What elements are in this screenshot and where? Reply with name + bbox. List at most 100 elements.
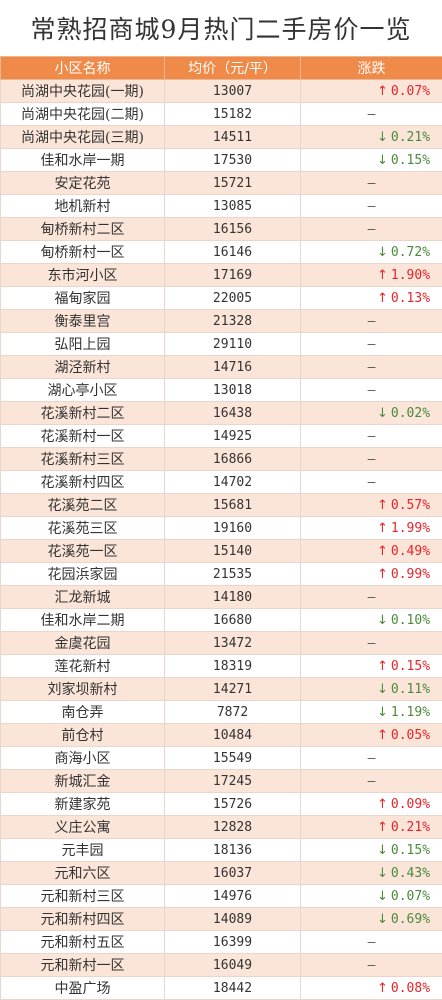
- price-change: ↑ 0.05%: [300, 723, 442, 747]
- average-price: 18442: [164, 976, 301, 1000]
- community-name: 前仓村: [0, 723, 165, 747]
- community-name: 湖泾新村: [0, 355, 165, 379]
- price-change: –: [300, 585, 442, 609]
- community-name: 花溪新村四区: [0, 470, 165, 494]
- change-value: 1.99%: [390, 520, 431, 536]
- change-value: 0.15%: [390, 152, 431, 168]
- average-price: 17169: [164, 263, 301, 287]
- community-name: 花溪新村一区: [0, 424, 165, 448]
- arrow-down-icon: ↓: [377, 888, 388, 904]
- arrow-up-icon: ↑: [377, 497, 388, 513]
- community-name: 元和新村五区: [0, 930, 165, 954]
- arrow-down-icon: ↓: [377, 612, 388, 628]
- price-table: 小区名称 均价（元/平） 涨跌 尚湖中央花园(一期) 13007 ↑ 0.07% 尚湖中…: [0, 56, 442, 1000]
- arrow-up-icon: ↑: [377, 83, 388, 99]
- column-header-name: 小区名称: [0, 56, 165, 80]
- arrow-up-icon: ↑: [377, 727, 388, 743]
- community-name: 金虞花园: [0, 631, 165, 655]
- average-price: 14702: [164, 470, 301, 494]
- community-name: 中盈广场: [0, 976, 165, 1000]
- average-price: 13472: [164, 631, 301, 655]
- price-change: –: [300, 355, 442, 379]
- average-price: 22005: [164, 286, 301, 310]
- change-value: 0.72%: [390, 244, 431, 260]
- change-value: –: [367, 175, 376, 191]
- table-row: 尚湖中央花园(二期) 15182 –: [0, 102, 442, 126]
- change-value: 0.05%: [390, 727, 431, 743]
- community-name: 义庄公寓: [0, 815, 165, 839]
- change-value: 0.07%: [390, 888, 431, 904]
- table-row: 尚湖中央花园(一期) 13007 ↑ 0.07%: [0, 79, 442, 103]
- arrow-down-icon: ↓: [377, 911, 388, 927]
- arrow-down-icon: ↓: [377, 152, 388, 168]
- arrow-up-icon: ↑: [377, 520, 388, 536]
- community-name: 新建家苑: [0, 792, 165, 816]
- table-row: 花溪新村一区 14925 –: [0, 424, 442, 448]
- table-row: 湖泾新村 14716 –: [0, 355, 442, 379]
- average-price: 16680: [164, 608, 301, 632]
- community-name: 花园浜家园: [0, 562, 165, 586]
- arrow-down-icon: ↓: [377, 129, 388, 145]
- average-price: 21535: [164, 562, 301, 586]
- price-change: ↑ 0.57%: [300, 493, 442, 517]
- change-value: –: [367, 589, 376, 605]
- change-value: –: [367, 382, 376, 398]
- change-value: 0.09%: [390, 796, 431, 812]
- arrow-up-icon: ↑: [377, 796, 388, 812]
- price-change: ↓ 0.72%: [300, 240, 442, 264]
- average-price: 15681: [164, 493, 301, 517]
- community-name: 佳和水岸二期: [0, 608, 165, 632]
- change-value: –: [367, 221, 376, 237]
- community-name: 福甸家园: [0, 286, 165, 310]
- table-row: 衡泰里宫 21328 –: [0, 309, 442, 333]
- community-name: 花溪新村二区: [0, 401, 165, 425]
- price-change: ↑ 0.99%: [300, 562, 442, 586]
- price-change: –: [300, 631, 442, 655]
- table-row: 甸桥新村二区 16156 –: [0, 217, 442, 241]
- arrow-down-icon: ↓: [377, 842, 388, 858]
- table-row: 弘阳上园 29110 –: [0, 332, 442, 356]
- table-row: 福甸家园 22005 ↑ 0.13%: [0, 286, 442, 310]
- change-value: –: [367, 106, 376, 122]
- change-value: 0.11%: [390, 681, 431, 697]
- change-value: 0.99%: [390, 566, 431, 582]
- change-value: –: [367, 428, 376, 444]
- price-change: –: [300, 102, 442, 126]
- price-change: ↓ 0.43%: [300, 861, 442, 885]
- price-change: –: [300, 332, 442, 356]
- table-row: 元和六区 16037 ↓ 0.43%: [0, 861, 442, 885]
- table-row: 莲花新村 18319 ↑ 0.15%: [0, 654, 442, 678]
- change-value: 0.15%: [390, 658, 431, 674]
- arrow-up-icon: ↑: [377, 290, 388, 306]
- price-change: ↓ 0.21%: [300, 125, 442, 149]
- community-name: 甸桥新村一区: [0, 240, 165, 264]
- change-value: 0.49%: [390, 543, 431, 559]
- average-price: 13007: [164, 79, 301, 103]
- table-row: 金虞花园 13472 –: [0, 631, 442, 655]
- average-price: 16866: [164, 447, 301, 471]
- change-value: 0.15%: [390, 842, 431, 858]
- price-change: ↓ 0.15%: [300, 838, 442, 862]
- column-header-price: 均价（元/平）: [164, 56, 301, 80]
- average-price: 14925: [164, 424, 301, 448]
- average-price: 17245: [164, 769, 301, 793]
- price-change: –: [300, 309, 442, 333]
- price-change: –: [300, 447, 442, 471]
- arrow-down-icon: ↓: [377, 244, 388, 260]
- table-row: 花溪新村四区 14702 –: [0, 470, 442, 494]
- change-value: 0.57%: [390, 497, 431, 513]
- average-price: 16399: [164, 930, 301, 954]
- change-value: 0.07%: [390, 83, 431, 99]
- change-value: –: [367, 359, 376, 375]
- change-value: 0.43%: [390, 865, 431, 881]
- column-header-change: 涨跌: [300, 56, 442, 80]
- average-price: 16049: [164, 953, 301, 977]
- average-price: 16037: [164, 861, 301, 885]
- arrow-up-icon: ↑: [377, 980, 388, 996]
- community-name: 东市河小区: [0, 263, 165, 287]
- table-row: 花园浜家园 21535 ↑ 0.99%: [0, 562, 442, 586]
- average-price: 15182: [164, 102, 301, 126]
- average-price: 15726: [164, 792, 301, 816]
- table-row: 东市河小区 17169 ↑ 1.90%: [0, 263, 442, 287]
- table-row: 湖心亭小区 13018 –: [0, 378, 442, 402]
